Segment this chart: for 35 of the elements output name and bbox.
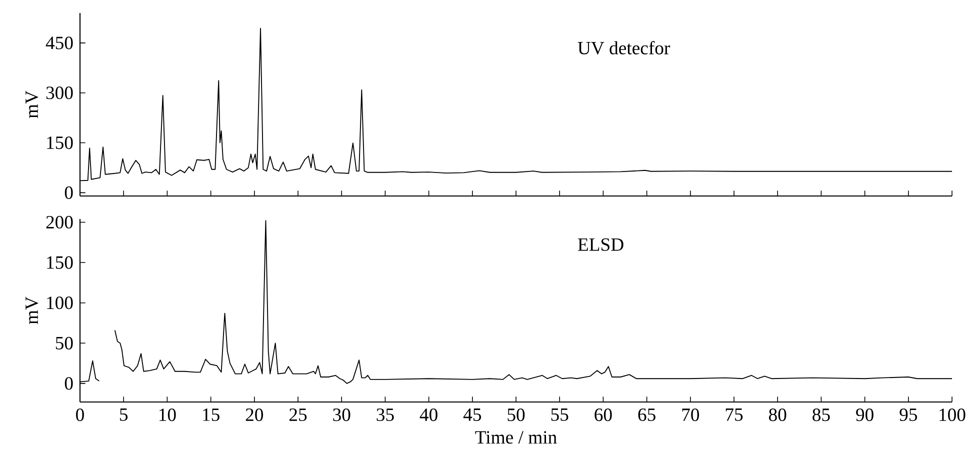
x-tick-label: 15 [203,408,220,421]
x-tick-label: 55 [551,408,568,421]
y-axis-title: mV [26,90,38,118]
y-tick-label: 300 [46,86,73,100]
annotation: ELSD [578,238,624,251]
x-tick-label: 65 [638,408,656,422]
x-tick-label: 40 [420,408,438,422]
x-tick-label: 95 [900,408,918,422]
x-tick-label: 20 [246,408,264,422]
x-tick-label: 30 [333,408,350,422]
x-tick-label: 100 [940,408,966,422]
x-tick-label: 35 [376,408,394,422]
x-tick-label: 90 [856,408,874,422]
x-tick-label: 85 [812,408,830,422]
y-tick-label: 50 [56,336,73,350]
y-tick-label: 150 [47,256,73,269]
y-tick-label: 200 [46,216,73,229]
y-axis-title: mV [26,296,38,324]
x-tick-label: 75 [726,408,743,421]
y-tick-label: 450 [46,36,73,50]
x-axis-title: Time / min [475,431,557,444]
x-tick-label: 10 [160,408,176,422]
x-tick-label: 70 [682,408,700,422]
y-tick-label: 150 [47,136,73,150]
x-tick-label: 45 [463,408,482,421]
x-tick-label: 25 [289,408,307,422]
x-tick-label: 60 [594,408,612,422]
annotation: UV detecfor [578,41,670,54]
x-tick-label: 0 [76,408,84,422]
x-tick-label: 80 [768,408,786,422]
x-tick-label: 50 [508,408,525,422]
y-tick-label: 100 [47,296,73,310]
x-tick-label: 5 [120,408,128,421]
y-tick-label: 0 [64,377,73,390]
y-tick-label: 0 [64,186,73,199]
